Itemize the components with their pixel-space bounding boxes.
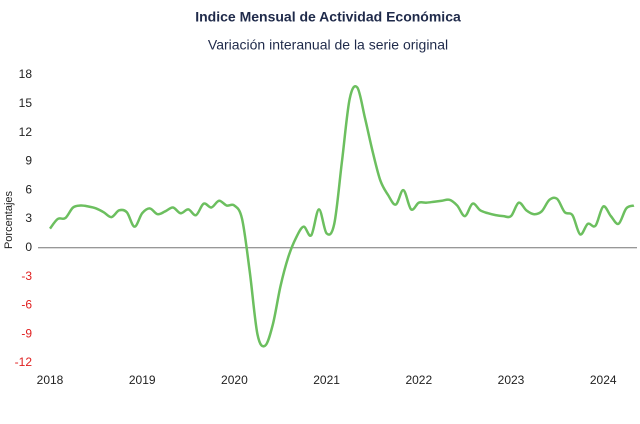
y-axis-label: Porcentajes [3,190,15,249]
x-tick-label: 2021 [313,373,340,387]
x-tick-label: 2018 [37,373,64,387]
y-tick-label: 18 [19,67,33,81]
y-tick-label: 15 [19,96,33,110]
x-tick-label: 2023 [498,373,525,387]
y-tick-label: 6 [25,182,32,196]
y-tick-label: 12 [19,125,33,139]
x-tick-label: 2020 [221,373,248,387]
y-tick-label: 9 [25,154,32,168]
y-tick-label: -3 [21,269,32,283]
y-tick-label: -12 [15,355,33,369]
y-tick-label: 0 [25,240,32,254]
chart-title: Indice Mensual de Actividad Económica [195,9,461,25]
y-tick-label: 3 [25,211,32,225]
y-tick-label: -6 [21,298,32,312]
chart-subtitle: Variación interanual de la serie origina… [208,37,448,53]
y-tick-label: -9 [21,326,32,340]
data-line [48,84,635,348]
x-tick-label: 2022 [405,373,432,387]
x-tick-label: 2024 [590,373,617,387]
x-tick-label: 2019 [129,373,156,387]
